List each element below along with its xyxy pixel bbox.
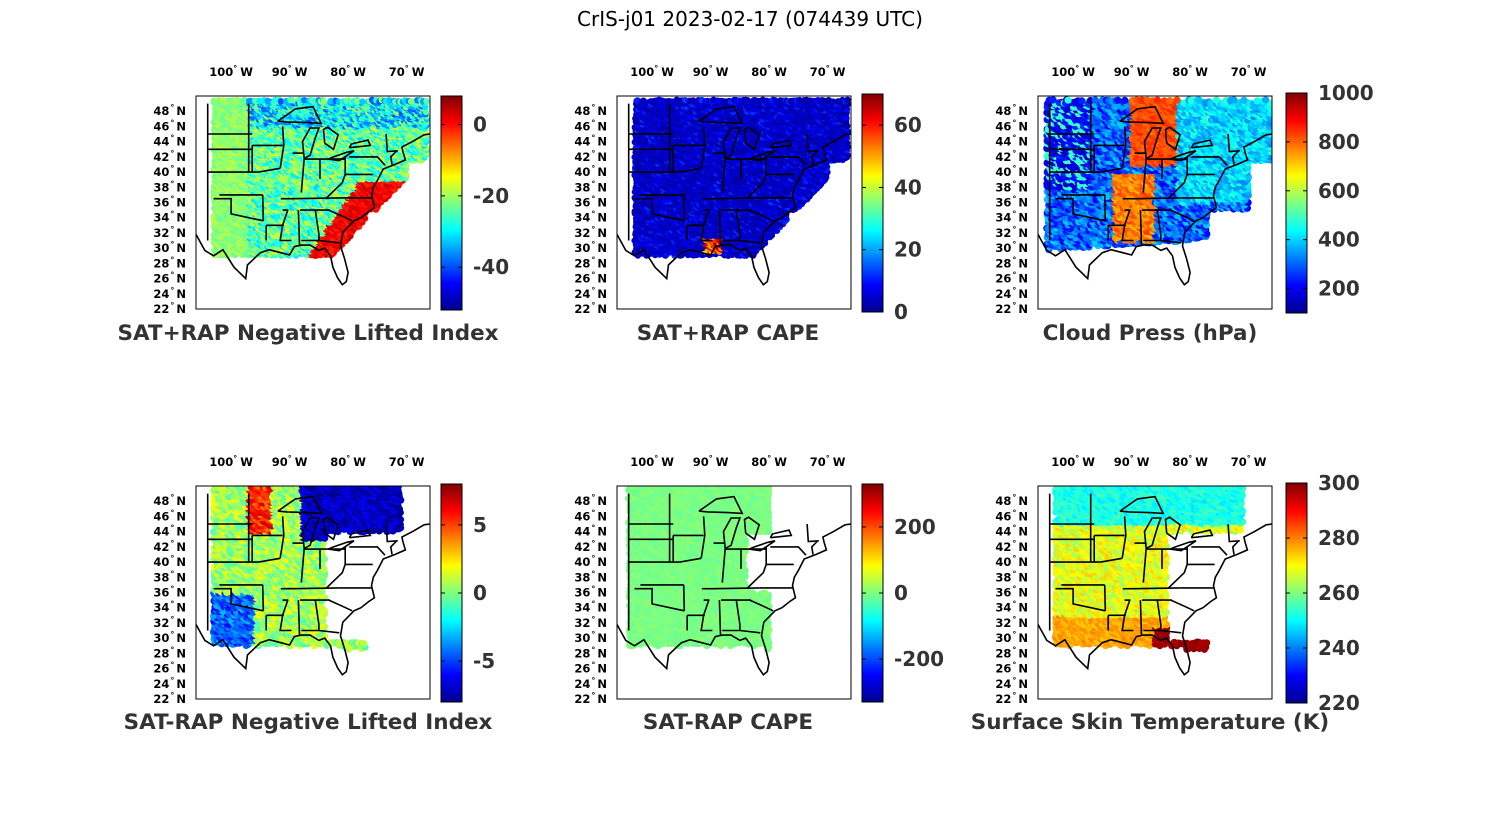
data-swath — [210, 96, 430, 259]
map-panel: 100° W 90° W 80° W 70° W48° N46° N44° N42° N40° N38°… — [117, 64, 509, 346]
figure-title: CrIS-j01 2023-02-17 (074439 UTC) — [0, 7, 1500, 31]
